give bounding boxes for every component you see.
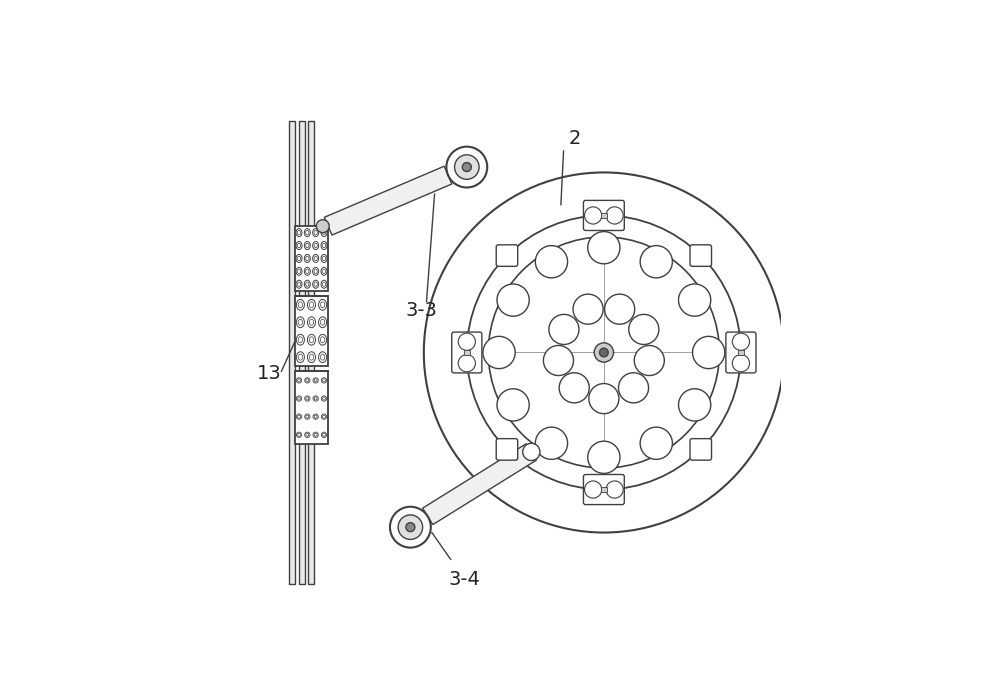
Circle shape [446, 147, 487, 188]
Circle shape [406, 523, 415, 532]
Circle shape [588, 441, 620, 473]
Circle shape [640, 427, 672, 459]
Circle shape [497, 284, 529, 316]
Circle shape [535, 427, 568, 459]
Circle shape [618, 373, 649, 403]
Circle shape [732, 333, 750, 350]
Circle shape [600, 348, 608, 357]
Circle shape [640, 246, 672, 278]
Circle shape [679, 284, 711, 316]
Bar [601, 213, 607, 218]
Bar [289, 121, 295, 584]
Circle shape [606, 207, 623, 224]
FancyBboxPatch shape [726, 332, 756, 373]
Polygon shape [324, 166, 452, 235]
Polygon shape [423, 444, 536, 525]
FancyBboxPatch shape [690, 438, 712, 460]
FancyBboxPatch shape [583, 200, 624, 230]
Bar [295, 296, 328, 366]
Circle shape [693, 336, 725, 369]
Circle shape [543, 346, 574, 376]
Circle shape [732, 355, 750, 372]
Circle shape [488, 237, 719, 468]
Circle shape [455, 155, 479, 179]
Circle shape [398, 515, 423, 540]
Bar [601, 487, 607, 492]
Circle shape [588, 232, 620, 264]
Circle shape [606, 481, 623, 498]
Circle shape [605, 294, 635, 324]
Circle shape [629, 314, 659, 345]
Bar [295, 226, 328, 290]
Circle shape [573, 294, 603, 324]
Text: 3-3: 3-3 [405, 302, 437, 320]
Circle shape [634, 346, 664, 376]
Circle shape [390, 507, 431, 548]
Text: 13: 13 [257, 364, 282, 383]
Circle shape [559, 373, 589, 403]
Circle shape [535, 246, 568, 278]
Circle shape [585, 481, 602, 498]
Circle shape [424, 172, 784, 533]
Text: 3-4: 3-4 [448, 570, 480, 589]
Circle shape [497, 389, 529, 421]
FancyBboxPatch shape [690, 245, 712, 267]
Circle shape [589, 384, 619, 414]
Circle shape [549, 314, 579, 345]
FancyBboxPatch shape [496, 245, 518, 267]
Bar [738, 350, 744, 355]
Circle shape [483, 336, 515, 369]
Circle shape [585, 207, 602, 224]
Bar [299, 121, 305, 584]
Bar [308, 121, 314, 584]
Circle shape [523, 443, 540, 461]
Circle shape [467, 216, 741, 489]
Circle shape [679, 389, 711, 421]
Circle shape [594, 343, 614, 362]
Bar [295, 371, 328, 444]
Bar [464, 350, 470, 355]
Text: 2: 2 [569, 129, 581, 148]
Circle shape [458, 355, 475, 372]
FancyBboxPatch shape [583, 475, 624, 505]
FancyBboxPatch shape [452, 332, 482, 373]
FancyBboxPatch shape [496, 438, 518, 460]
Circle shape [316, 220, 329, 232]
Circle shape [458, 333, 475, 350]
Circle shape [462, 163, 471, 172]
